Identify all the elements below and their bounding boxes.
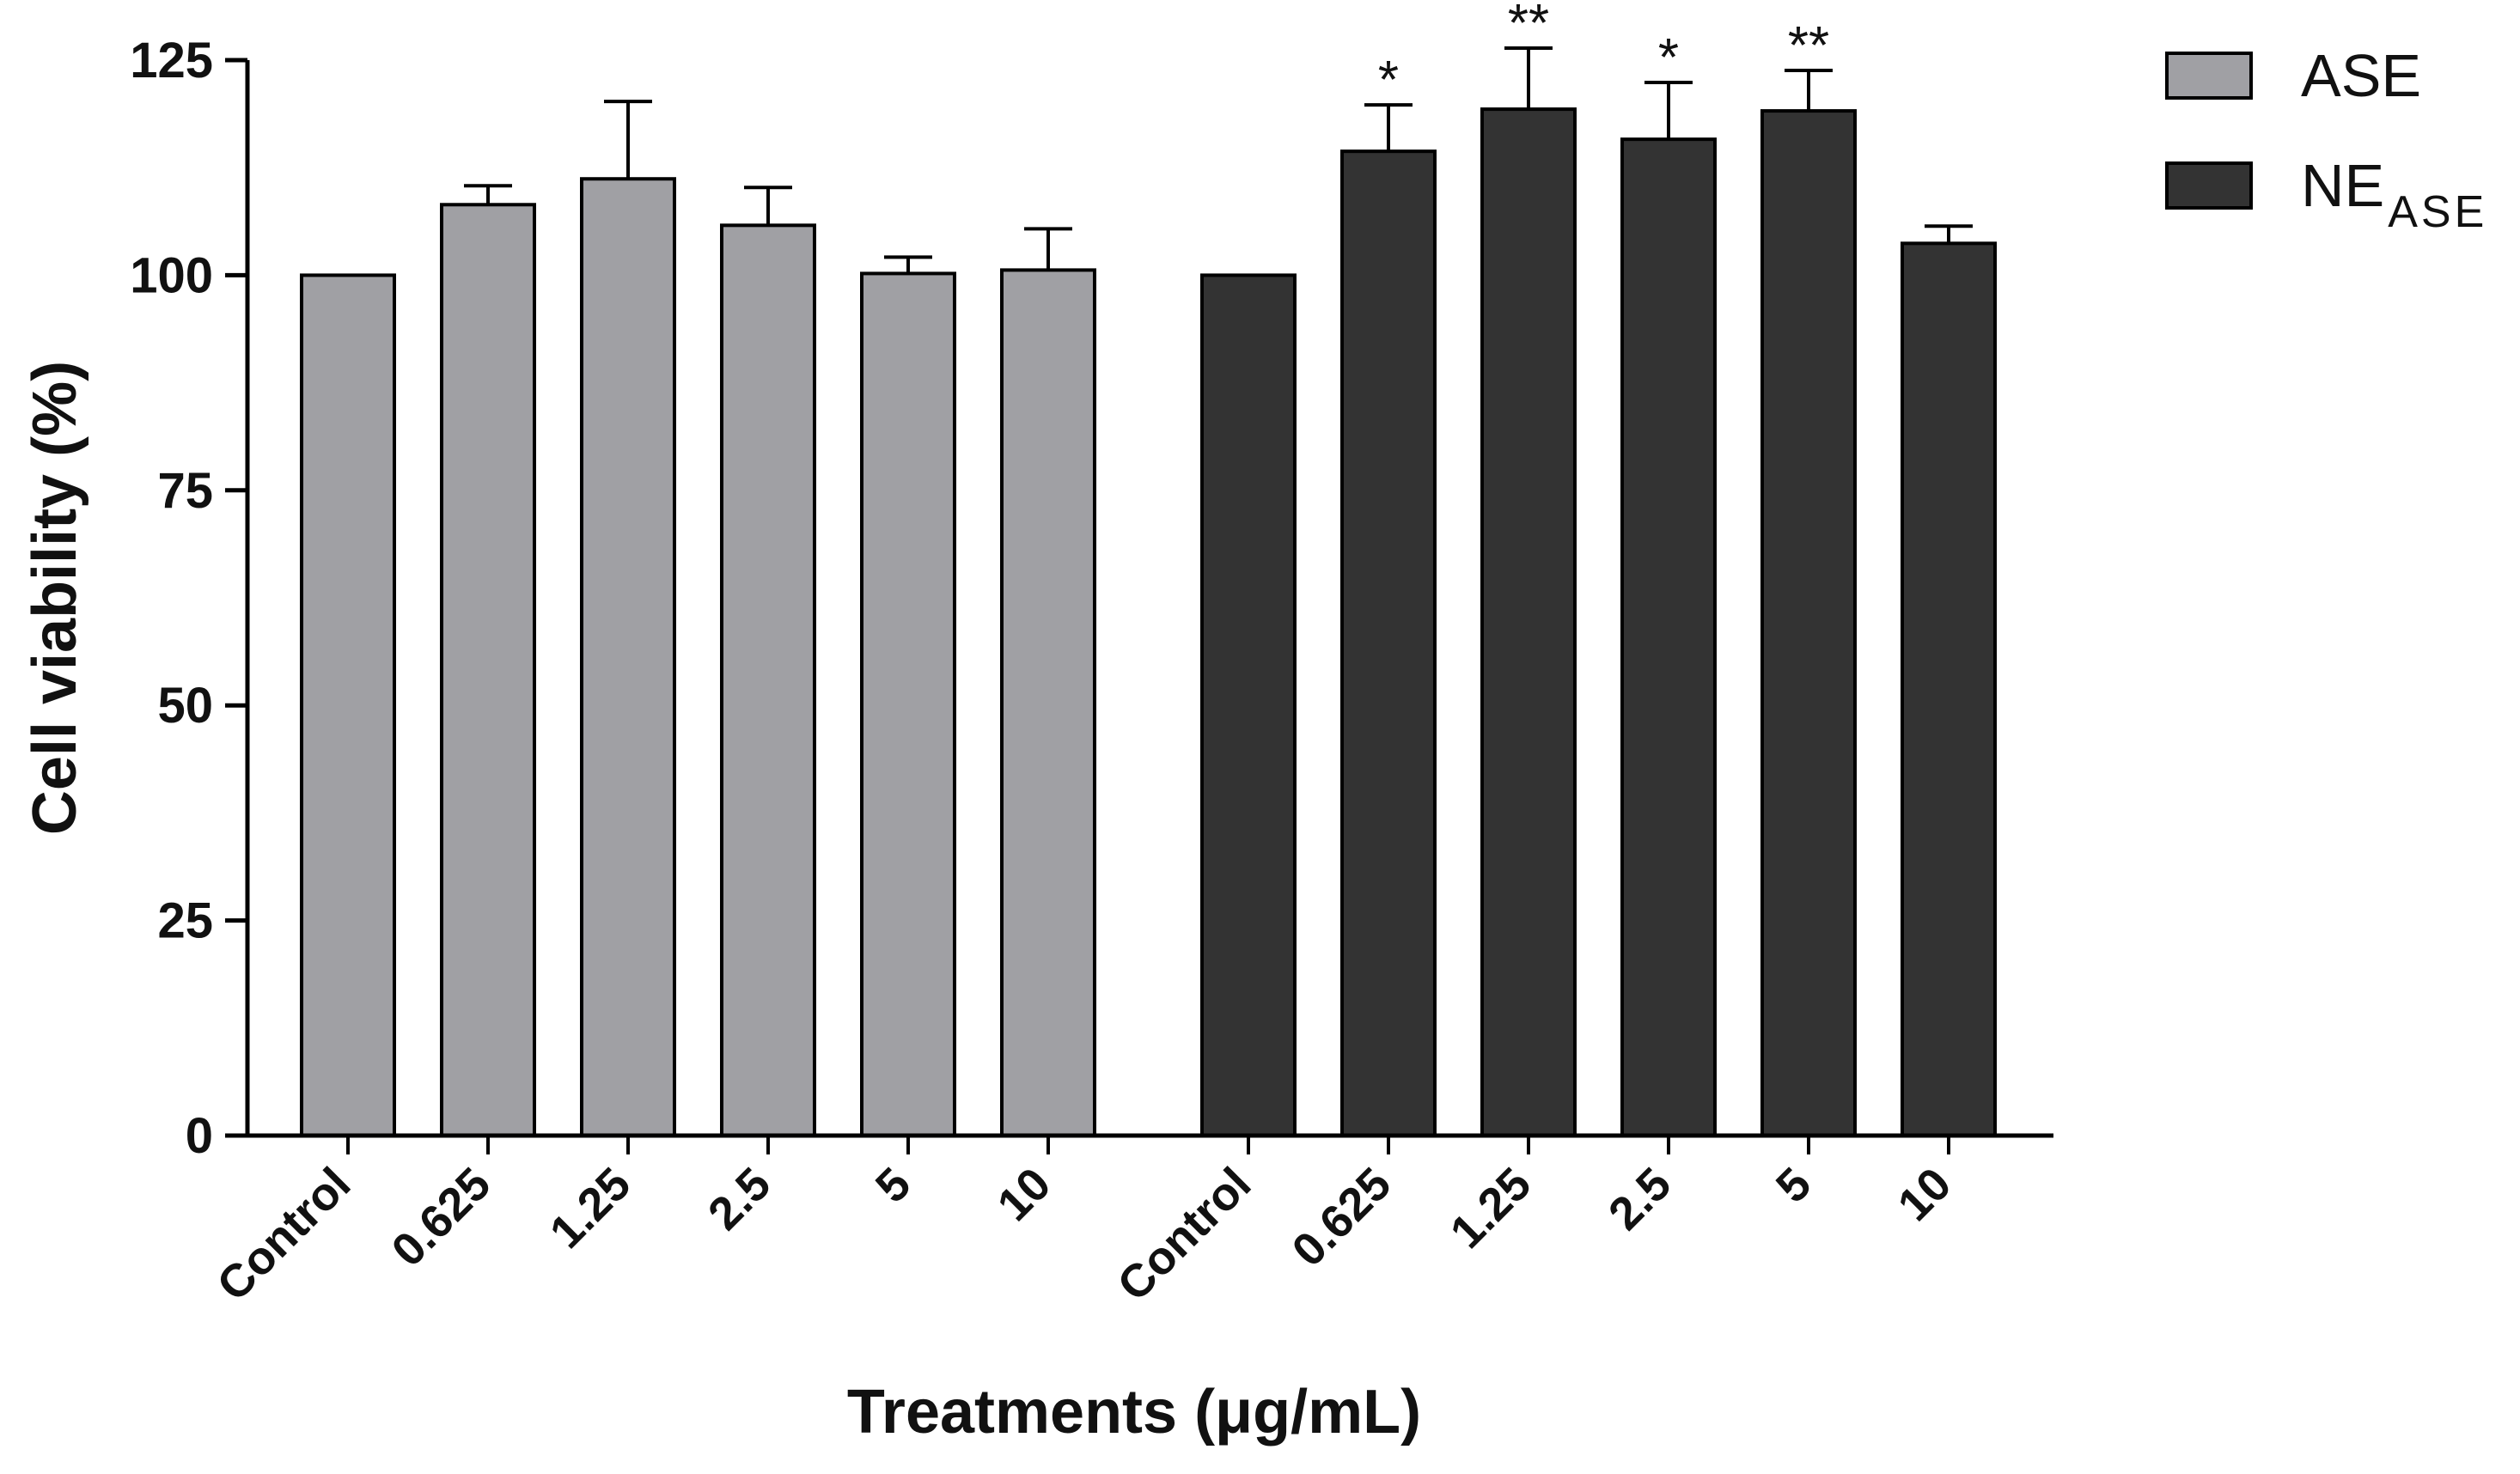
error-bar-ase-2 xyxy=(604,100,652,180)
x-tick-label: 1.25 xyxy=(1441,1158,1541,1258)
legend-label: ASE xyxy=(2301,42,2421,109)
error-bar-ase-4 xyxy=(884,255,932,274)
error-bar-ne-ase-5 xyxy=(1925,224,1973,244)
axes-layer xyxy=(225,58,2053,1154)
legend-item-ne-ase: NEASE xyxy=(2165,152,2487,237)
error-bar-ne-ase-4 xyxy=(1785,69,1833,112)
x-tick-label: 1.25 xyxy=(540,1158,641,1258)
bar-ase-5 xyxy=(1000,268,1096,1138)
bars-layer xyxy=(300,46,1997,1138)
error-bar-ne-ase-2 xyxy=(1504,46,1553,110)
error-bar-ase-3 xyxy=(744,186,792,226)
x-tick-label: 2.5 xyxy=(699,1158,781,1240)
x-tick-label: 2.5 xyxy=(1599,1158,1681,1240)
bar-ase-4 xyxy=(860,271,956,1137)
error-bar-ne-ase-3 xyxy=(1644,81,1693,140)
bar-ne-ase-4 xyxy=(1760,109,1857,1138)
y-axis-title: Cell viability (%) xyxy=(21,361,89,835)
x-tick-label: 0.625 xyxy=(1283,1158,1401,1276)
legend-swatch xyxy=(2165,161,2253,210)
y-tick-label: 75 xyxy=(157,463,213,519)
bar-ase-3 xyxy=(720,223,816,1137)
legend-label: NEASE xyxy=(2301,152,2487,237)
y-tick-label: 50 xyxy=(157,678,213,734)
x-tick-label: Control xyxy=(1107,1158,1260,1311)
y-tick-label: 0 xyxy=(186,1108,213,1164)
y-tick-label: 25 xyxy=(157,893,213,949)
y-tick-label: 100 xyxy=(130,247,213,303)
bar-ase-2 xyxy=(580,177,676,1137)
significance-label-1: * xyxy=(1378,51,1399,110)
bar-ne-ase-5 xyxy=(1901,241,1997,1137)
bar-ase-0 xyxy=(300,273,396,1137)
error-bar-ne-ase-1 xyxy=(1364,103,1413,152)
bar-ne-ase-1 xyxy=(1340,149,1437,1138)
bar-ase-1 xyxy=(440,203,536,1137)
x-tick-label: 5 xyxy=(866,1158,921,1213)
x-axis-title: Treatments (μg/mL) xyxy=(847,1378,1421,1447)
x-tick-label: Control xyxy=(207,1158,360,1311)
error-bar-ase-5 xyxy=(1024,227,1072,271)
x-tick-label: 10 xyxy=(1888,1158,1962,1231)
legend-swatch xyxy=(2165,52,2253,100)
significance-label-3: * xyxy=(1658,28,1679,88)
bar-ne-ase-0 xyxy=(1200,273,1297,1137)
significance-label-2: ** xyxy=(1508,0,1549,53)
x-tick-label: 10 xyxy=(988,1158,1061,1231)
bar-ne-ase-3 xyxy=(1620,137,1717,1137)
error-bar-ase-1 xyxy=(464,184,512,205)
x-tick-label: 5 xyxy=(1766,1158,1821,1213)
bar-ne-ase-2 xyxy=(1480,107,1577,1138)
legend-item-ase: ASE xyxy=(2165,42,2421,109)
x-tick-label: 0.625 xyxy=(382,1158,501,1276)
y-tick-label: 125 xyxy=(130,33,213,88)
significance-label-4: ** xyxy=(1788,16,1829,76)
legend: ASE NEASE xyxy=(2165,42,2487,237)
